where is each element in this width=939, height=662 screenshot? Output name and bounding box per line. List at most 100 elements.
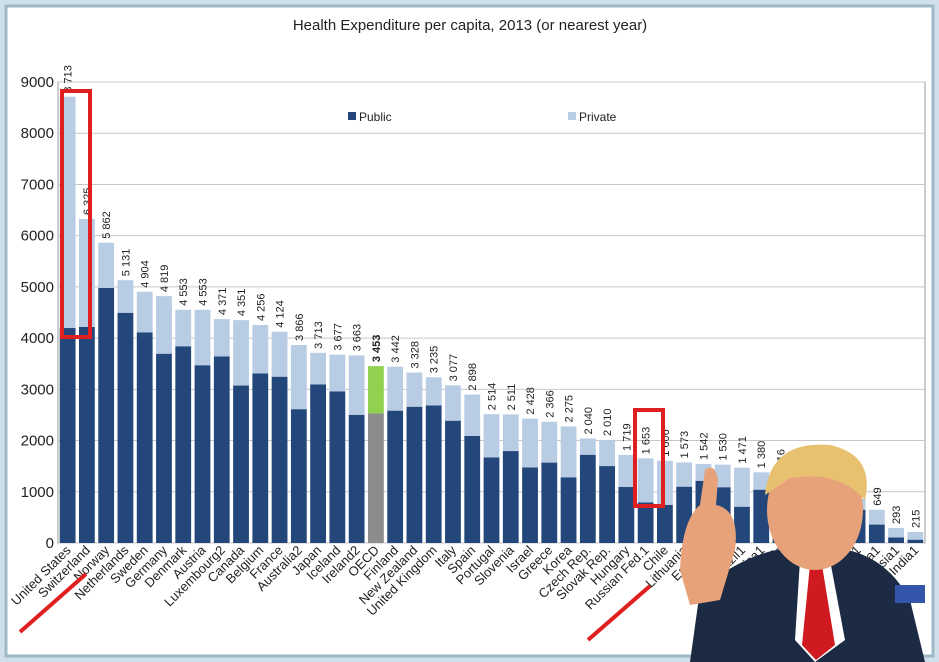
bar-segment [329, 354, 346, 392]
legend-swatch [568, 112, 576, 120]
bar-segment [233, 320, 249, 386]
bar-segment [290, 409, 307, 543]
legend-label: Public [359, 110, 392, 124]
bar-segment [445, 420, 461, 543]
bar-segment [907, 531, 924, 540]
bar-segment [156, 353, 172, 543]
total-label: 2 366 [544, 390, 556, 418]
bar-segment [425, 405, 442, 543]
bar-segment [637, 458, 654, 503]
bar-segment [637, 502, 654, 543]
total-label: 2 010 [602, 409, 614, 437]
bar-segment [657, 504, 673, 543]
bar-segment [117, 312, 134, 543]
bar-segment [522, 418, 538, 468]
bar-segment [329, 391, 346, 543]
total-label: 4 124 [275, 300, 287, 328]
y-tick-label: 0 [46, 535, 54, 552]
total-label: 2 275 [564, 395, 576, 423]
total-label: 4 371 [217, 288, 229, 316]
legend-label: Private [579, 110, 617, 124]
bar-segment [348, 414, 365, 543]
total-label: 4 553 [198, 278, 210, 306]
total-label: 4 351 [236, 289, 248, 317]
annotation-box [60, 89, 92, 339]
bar-segment [387, 366, 404, 411]
bar-segment [233, 385, 249, 543]
bar-segment [117, 280, 134, 313]
bar-segment [445, 385, 461, 421]
bar-segment [425, 377, 442, 406]
total-label: 3 077 [448, 354, 460, 382]
total-label: 3 677 [332, 323, 344, 351]
legend-swatch [348, 112, 356, 120]
bar-segment [483, 457, 500, 543]
total-label: 2 511 [506, 384, 518, 411]
bar-segment [522, 467, 538, 543]
total-label: 6 325 [82, 187, 94, 215]
bar-segment [98, 287, 115, 543]
y-tick-label: 1000 [21, 484, 54, 501]
bar-segment [194, 365, 211, 543]
total-label: 1 380 [756, 441, 768, 469]
overlay [18, 89, 925, 662]
total-label: 1 530 [718, 433, 730, 461]
chart-title: Health Expenditure per capita, 2013 (or … [293, 17, 647, 34]
total-label: 3 442 [390, 335, 402, 363]
total-label: 3 328 [409, 341, 421, 369]
bar-segment [888, 537, 904, 543]
bar-segment [599, 440, 615, 467]
bar-segment [734, 467, 750, 507]
bar-segment [79, 219, 95, 327]
bar-segment [560, 477, 577, 543]
bar-segment [888, 527, 904, 538]
bar-segment [271, 376, 288, 543]
bar-segment [676, 462, 693, 487]
total-label: 1 573 [679, 431, 691, 459]
total-label: 1 719 [621, 423, 633, 451]
bar-segment [868, 509, 885, 525]
total-label: 1 542 [698, 432, 710, 460]
y-tick-label: 6000 [21, 228, 54, 245]
bar-segment [175, 309, 192, 347]
bar-segment [579, 438, 596, 455]
bar-segment [310, 384, 326, 543]
bar-segment [502, 414, 519, 452]
y-tick-label: 2000 [21, 433, 54, 450]
bar-segment [483, 414, 500, 458]
flag-pin [895, 585, 925, 603]
total-label: 649 [872, 487, 884, 505]
total-label: 4 256 [255, 293, 267, 321]
bar-segment [368, 366, 384, 414]
bar-segment [541, 421, 558, 463]
bar-segment [310, 352, 326, 385]
total-label: 2 428 [525, 387, 537, 415]
total-label: 8 713 [63, 65, 75, 93]
bar-segment [59, 328, 76, 543]
bar-segment [387, 410, 404, 543]
total-label: 5 131 [120, 249, 132, 277]
total-label: 4 819 [159, 265, 171, 293]
bar-segment [734, 506, 750, 543]
bar-segment [618, 487, 635, 543]
total-label: 3 453 [371, 335, 383, 363]
y-tick-label: 4000 [21, 330, 54, 347]
total-label: 2 040 [583, 407, 595, 435]
bar-segment [599, 466, 615, 543]
bar-segment [194, 309, 211, 366]
bar-segment [213, 356, 230, 543]
bar-segment [252, 373, 269, 543]
bar-segment [406, 372, 423, 407]
total-label: 1 471 [737, 436, 749, 464]
bar-segment [213, 319, 230, 357]
bar-segment [753, 472, 770, 490]
bar-segment [714, 464, 731, 488]
bar-segment [98, 242, 115, 288]
total-label: 3 235 [429, 346, 441, 374]
total-label: 2 514 [487, 383, 499, 411]
bar-segment [907, 539, 924, 543]
bar-segment [502, 451, 519, 543]
total-label: 4 553 [178, 278, 190, 306]
